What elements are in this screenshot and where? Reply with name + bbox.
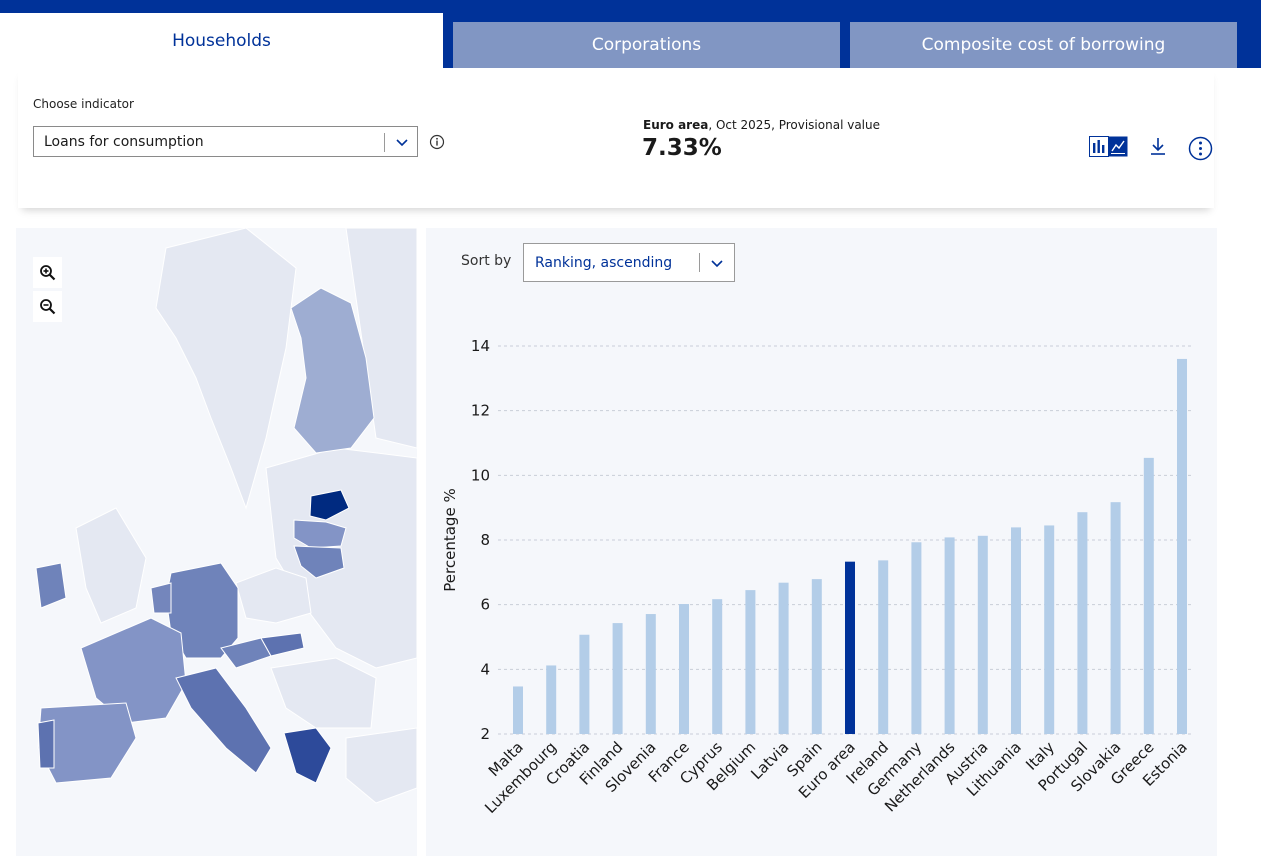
info-icon[interactable] — [429, 134, 445, 150]
chart-panel: Sort by Ranking, ascending 2 4 6 8 10 12 14 Per… — [426, 228, 1217, 856]
bar-estonia[interactable] — [1177, 358, 1187, 734]
tab-bar-background — [443, 13, 1261, 22]
map-estonia — [309, 489, 350, 521]
bar-luxembourg[interactable] — [546, 665, 557, 734]
europe-map[interactable] — [16, 228, 417, 856]
tab-bar: Households Corporations Composite cost o… — [0, 13, 1261, 68]
map-netherlands-belgium — [150, 582, 172, 614]
map-italy — [175, 667, 272, 774]
bar-malta[interactable] — [513, 686, 523, 734]
tab-separator — [840, 13, 850, 68]
y-tick-label: 10 — [471, 466, 490, 484]
map-slovakia — [260, 632, 305, 657]
tab-households[interactable]: Households — [0, 13, 443, 68]
control-panel: Choose indicator Loans for consumption E… — [18, 68, 1214, 208]
map-great-britain — [75, 507, 147, 624]
zoom-out-button[interactable] — [33, 291, 62, 322]
map-france — [80, 617, 187, 724]
bar-belgium[interactable] — [745, 590, 756, 734]
top-bar — [0, 0, 1261, 13]
bar-italy[interactable] — [1044, 525, 1055, 734]
bar-latvia[interactable] — [778, 582, 789, 734]
map-balkans — [270, 657, 377, 729]
bar-austria[interactable] — [977, 535, 988, 734]
indicator-label: Choose indicator — [33, 97, 134, 111]
y-tick-label: 12 — [471, 402, 490, 420]
select-divider — [699, 253, 700, 272]
tab-corporations[interactable]: Corporations — [453, 22, 840, 68]
map-panel — [16, 228, 417, 856]
summary-value: 7.33% — [642, 135, 722, 161]
tab-separator — [443, 13, 453, 68]
bar-slovenia[interactable] — [645, 614, 656, 734]
more-options-icon[interactable] — [1188, 136, 1213, 161]
map-portugal — [37, 719, 55, 769]
bar-slovakia[interactable] — [1110, 502, 1121, 734]
chevron-down-icon — [711, 260, 723, 268]
bar-france[interactable] — [679, 604, 689, 734]
map-finland — [290, 287, 375, 454]
summary-area: Euro area — [643, 118, 709, 132]
map-czech-poland — [235, 567, 312, 624]
bar-greece[interactable] — [1143, 457, 1154, 734]
bar-finland[interactable] — [612, 623, 623, 734]
map-lithuania — [293, 545, 345, 579]
indicator-selected-value: Loans for consumption — [44, 134, 204, 150]
map-greece — [283, 727, 332, 784]
download-icon[interactable] — [1148, 136, 1168, 157]
bar-croatia[interactable] — [579, 634, 590, 734]
y-axis-label: Percentage % — [441, 488, 459, 591]
bar-cyprus[interactable] — [712, 599, 723, 734]
x-tick-label: Latvia — [747, 738, 792, 783]
summary-detail: , Oct 2025, Provisional value — [708, 118, 880, 132]
zoom-in-icon — [40, 265, 56, 281]
sort-select[interactable]: Ranking, ascending — [523, 243, 735, 282]
chevron-down-icon — [396, 139, 408, 147]
map-spain — [37, 702, 137, 784]
tab-composite-cost-of-borrowing[interactable]: Composite cost of borrowing — [850, 22, 1237, 68]
bar-ireland[interactable] — [878, 560, 889, 734]
tab-separator — [1237, 13, 1261, 68]
bar-portugal[interactable] — [1077, 512, 1088, 734]
y-tick-label: 6 — [480, 596, 490, 614]
bar-lithuania[interactable] — [1011, 527, 1021, 734]
y-tick-label: 14 — [471, 337, 490, 355]
sort-label: Sort by — [461, 253, 512, 269]
zoom-in-button[interactable] — [33, 257, 62, 288]
bar-netherlands[interactable] — [944, 537, 955, 734]
bar-line-chart-toggle-icon[interactable] — [1089, 136, 1128, 157]
zoom-out-icon — [40, 299, 56, 315]
y-tick-label: 2 — [480, 725, 490, 743]
map-scandinavia — [155, 228, 297, 510]
bar-spain[interactable] — [811, 579, 822, 734]
map-ireland — [35, 562, 67, 609]
map-latvia — [293, 519, 347, 549]
bar-euro-area[interactable] — [845, 561, 855, 734]
bar-germany[interactable] — [911, 542, 922, 734]
y-tick-label: 4 — [480, 660, 490, 678]
select-divider — [384, 133, 385, 152]
summary-label: Euro area, Oct 2025, Provisional value — [643, 118, 880, 132]
y-tick-label: 8 — [480, 531, 490, 549]
sort-selected-value: Ranking, ascending — [535, 255, 673, 271]
indicator-select[interactable]: Loans for consumption — [33, 126, 418, 157]
map-turkey — [345, 727, 417, 804]
